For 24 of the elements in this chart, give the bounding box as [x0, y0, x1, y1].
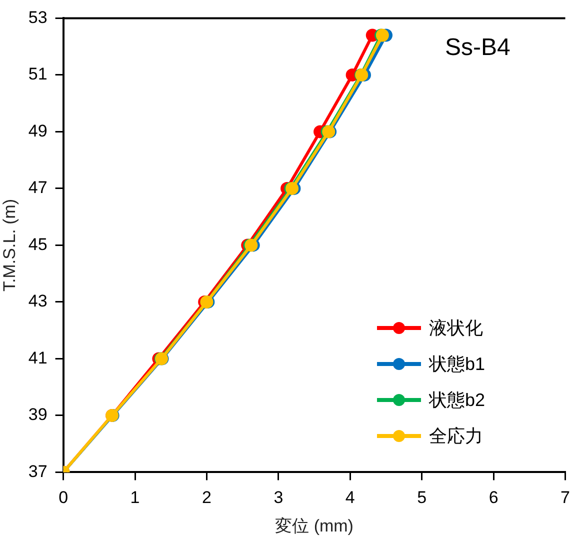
y-tick-label: 41 — [28, 348, 48, 368]
x-tick-label: 0 — [58, 488, 68, 508]
x-tick-label: 2 — [202, 488, 212, 508]
y-tick-label: 47 — [28, 178, 48, 198]
x-tick-label: 3 — [274, 488, 284, 508]
x-tick-label: 4 — [345, 488, 355, 508]
x-tick-label: 5 — [417, 488, 427, 508]
y-tick-label: 49 — [28, 121, 48, 140]
x-tick-label: 7 — [560, 488, 570, 508]
x-tick-label: 1 — [130, 488, 140, 508]
text: Ss-B4 — [445, 34, 510, 62]
y-tick-label: 43 — [28, 292, 48, 311]
x-tick-label: 6 — [488, 488, 498, 508]
legend-label: 状態b1 — [429, 353, 486, 376]
y-tick-label: 53 — [28, 8, 48, 27]
legend-label: 全応力 — [429, 425, 483, 448]
legend-label: 状態b2 — [429, 389, 486, 412]
y-axis-title: T.M.S.L. (m) — [0, 198, 19, 292]
legend-label: 液状化 — [429, 317, 483, 340]
x-axis-title: 変位 (mm) — [275, 516, 354, 536]
y-tick-label: 37 — [28, 462, 48, 481]
y-tick-label: 39 — [28, 405, 48, 424]
y-tick-label: 45 — [28, 234, 48, 254]
y-tick-label: 51 — [28, 64, 48, 84]
